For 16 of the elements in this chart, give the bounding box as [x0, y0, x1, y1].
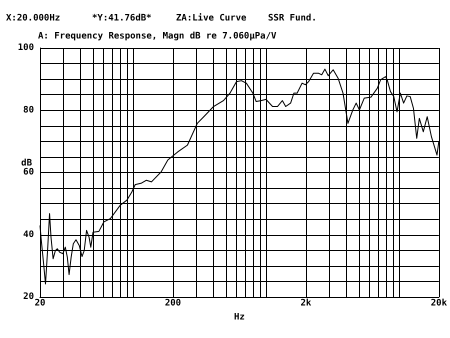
text: *Y:41.76dB* — [92, 14, 152, 24]
y-tick-label: 80 — [23, 105, 34, 116]
y-tick-label: 20 — [23, 292, 34, 302]
x-tick-label: 20 — [34, 298, 46, 308]
y-tick-label: 60 — [23, 168, 34, 178]
x-tick-label: 2k — [300, 298, 312, 308]
text: SSR Fund. — [268, 14, 317, 24]
x-tick-label: 20k — [430, 298, 448, 308]
x-axis-title: Hz — [234, 312, 245, 322]
chart-title: A: Frequency Response, Magn dB re 7.060µPa/V — [38, 32, 277, 42]
y-axis-title: dB — [21, 158, 33, 169]
y-tick-label: 100 — [18, 43, 34, 53]
text: X:20.000Hz — [6, 14, 60, 24]
text: ZA:Live Curve — [176, 12, 248, 24]
x-tick-label: 200 — [164, 298, 182, 308]
y-tick-label: 40 — [23, 230, 34, 240]
